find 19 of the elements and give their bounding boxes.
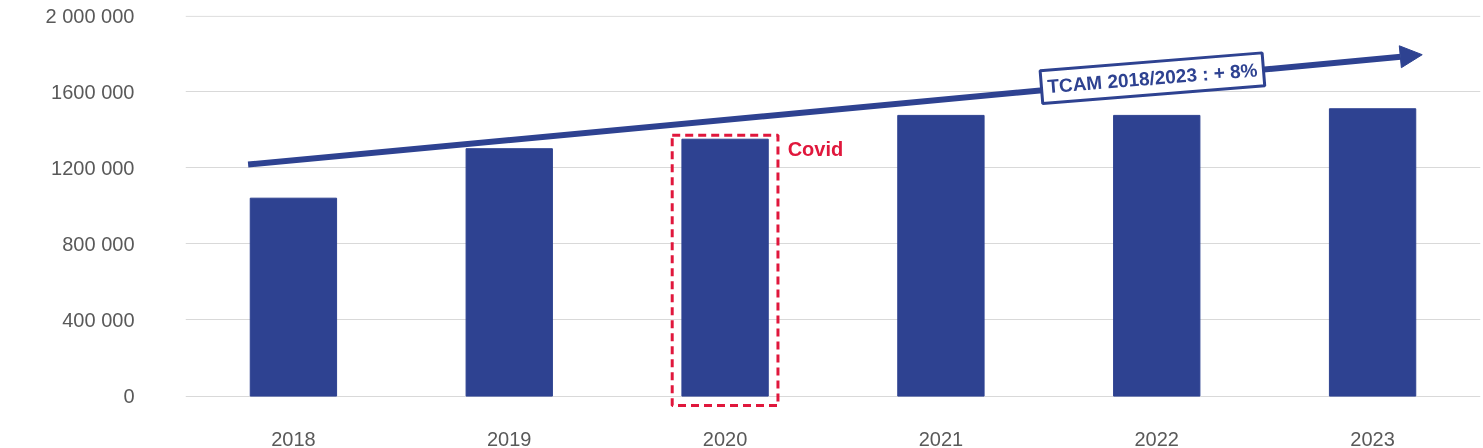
- annotation: TCAM 2018/2023 : + 8%: [1046, 59, 1259, 98]
- y-tick-label: 2 000 000: [45, 4, 135, 27]
- y-tick-label: 400 000: [62, 308, 135, 331]
- x-tick-label: 2023: [1350, 427, 1395, 448]
- bar: [681, 138, 769, 397]
- x-tick-label: 2020: [702, 427, 748, 448]
- bar: [1328, 108, 1417, 397]
- x-tick-label: 2019: [487, 427, 532, 448]
- bar: [249, 197, 338, 397]
- y-tick-label: 800 000: [62, 232, 135, 255]
- annotation: Covid: [787, 137, 844, 160]
- y-tick-label: 1600 000: [51, 80, 135, 103]
- y-tick-label: 0: [123, 385, 135, 408]
- bar: [897, 114, 985, 397]
- x-tick-label: 2022: [1134, 427, 1179, 448]
- x-tick-label: 2021: [918, 427, 964, 448]
- x-tick-label: 2018: [271, 427, 316, 448]
- bar: [1113, 114, 1201, 397]
- y-tick-label: 1200 000: [51, 156, 135, 179]
